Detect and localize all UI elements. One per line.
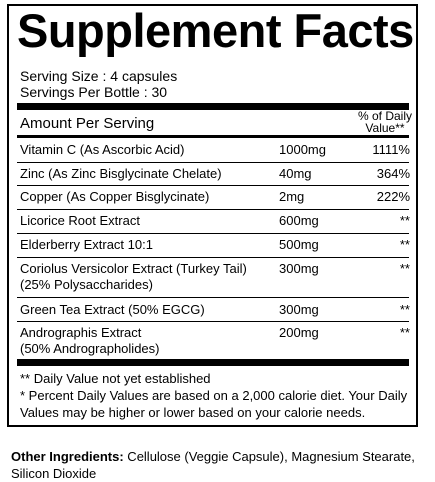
daily-value-footnote: ** Daily Value not yet established xyxy=(20,371,211,386)
nutrient-name: Licorice Root Extract xyxy=(20,213,140,228)
nutrient-daily-value: ** xyxy=(399,213,410,228)
nutrient-daily-value: 1111% xyxy=(372,142,410,157)
row-divider xyxy=(17,185,409,186)
nutrient-amount: 40mg xyxy=(279,166,312,181)
nutrient-daily-value: ** xyxy=(399,261,410,276)
nutrient-name: Coriolus Versicolor Extract (Turkey Tail… xyxy=(20,261,275,293)
nutrient-name: Zinc (As Zinc Bisglycinate Chelate) xyxy=(20,166,222,181)
nutrient-name: Green Tea Extract (50% EGCG) xyxy=(20,302,205,317)
thick-divider xyxy=(17,359,409,366)
row-divider xyxy=(17,162,409,163)
daily-value-header: % of Daily Value** xyxy=(349,110,421,134)
nutrient-amount: 300mg xyxy=(279,302,319,317)
panel-title: Supplement Facts xyxy=(17,4,414,57)
nutrient-name-line1: Coriolus Versicolor Extract (Turkey Tail… xyxy=(20,261,247,276)
nutrient-name-line2: (25% Polysaccharides) xyxy=(20,277,153,292)
nutrient-name-line2: (50% Andrographolides) xyxy=(20,341,160,356)
supplement-facts-panel: Supplement Facts Serving Size : 4 capsul… xyxy=(7,4,418,427)
daily-value-header-line1: % of Daily xyxy=(357,109,413,123)
row-divider xyxy=(17,257,409,258)
amount-per-serving-header: Amount Per Serving xyxy=(20,115,155,132)
nutrient-name-line1: Andrographis Extract xyxy=(20,325,142,340)
nutrient-amount: 500mg xyxy=(279,237,319,252)
nutrient-daily-value: ** xyxy=(399,302,410,317)
nutrient-name: Elderberry Extract 10:1 xyxy=(20,237,153,252)
nutrient-amount: 300mg xyxy=(279,261,319,276)
nutrient-name: Andrographis Extract (50% Andrographolid… xyxy=(20,325,275,357)
nutrient-amount: 600mg xyxy=(279,213,319,228)
row-divider xyxy=(17,233,409,234)
other-ingredients: Other Ingredients: Cellulose (Veggie Cap… xyxy=(11,448,426,482)
nutrient-amount: 200mg xyxy=(279,325,319,340)
nutrient-daily-value: ** xyxy=(399,325,410,340)
row-divider xyxy=(17,297,409,298)
nutrient-amount: 1000mg xyxy=(279,142,326,157)
row-divider xyxy=(17,209,409,210)
nutrient-name: Copper (As Copper Bisglycinate) xyxy=(20,189,210,204)
nutrient-amount: 2mg xyxy=(279,189,305,204)
other-ingredients-label: Other Ingredients: xyxy=(11,449,124,464)
other-ingredients-text: Cellulose (Veggie Capsule), Magnesium St… xyxy=(11,449,415,481)
daily-value-header-line2: Value** xyxy=(365,121,405,135)
nutrient-name: Vitamin C (As Ascorbic Acid) xyxy=(20,142,185,157)
serving-size: Serving Size : 4 capsules xyxy=(20,68,178,84)
nutrient-daily-value: 364% xyxy=(376,166,410,181)
thick-divider xyxy=(17,103,409,110)
servings-per-bottle: Servings Per Bottle : 30 xyxy=(20,84,168,100)
percent-daily-value-footnote: * Percent Daily Values are based on a 2,… xyxy=(20,388,408,420)
row-divider xyxy=(17,321,409,322)
header-divider xyxy=(17,135,409,138)
nutrient-daily-value: 222% xyxy=(376,189,410,204)
nutrient-daily-value: ** xyxy=(399,237,410,252)
